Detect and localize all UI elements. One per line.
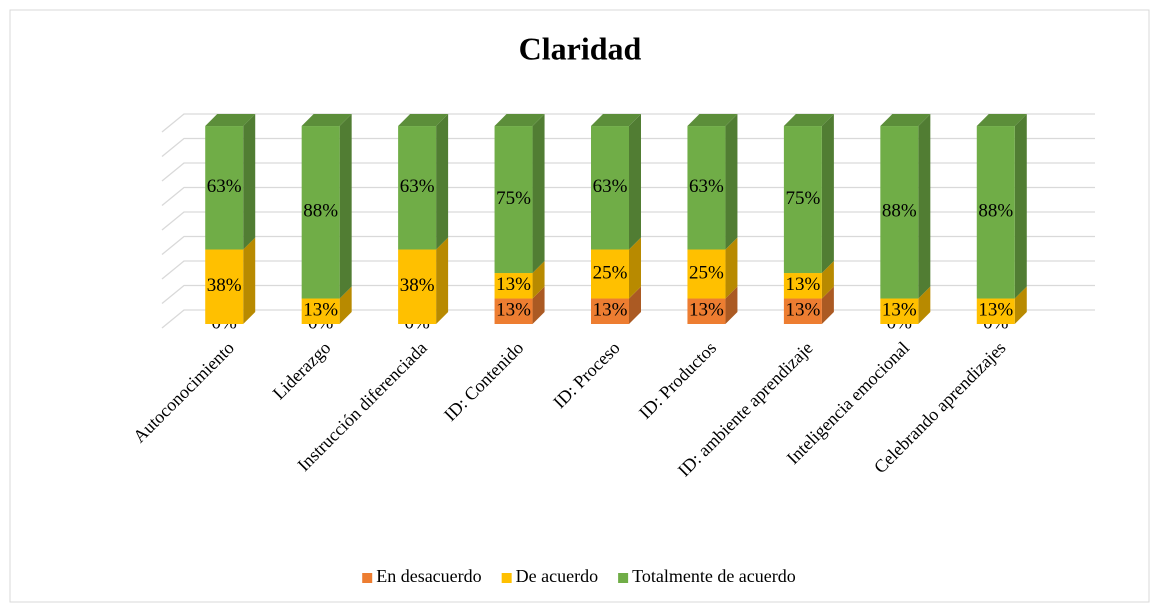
bar-top — [880, 114, 931, 127]
data-label: 13% — [785, 300, 820, 321]
bar — [783, 273, 822, 299]
data-label: 88% — [978, 201, 1013, 222]
bar-side — [918, 114, 931, 299]
data-label: 13% — [496, 274, 531, 295]
bar-side — [532, 261, 545, 299]
bar-side — [339, 114, 352, 299]
data-label: 63% — [689, 176, 724, 197]
bar — [880, 298, 919, 324]
bar-side — [629, 114, 641, 250]
bar-top — [591, 114, 641, 127]
bar-top — [783, 114, 834, 127]
bar-side — [1014, 286, 1027, 324]
data-label: 88% — [882, 201, 917, 222]
bar-side — [243, 114, 256, 250]
data-label: 13% — [593, 300, 628, 321]
data-label: 88% — [303, 201, 338, 222]
bar-top — [976, 114, 1027, 127]
bar-side — [436, 237, 449, 324]
chart-title: Claridad — [519, 30, 642, 66]
bar — [783, 298, 822, 324]
bar-top — [687, 114, 738, 127]
bar — [301, 126, 340, 299]
data-label: 63% — [593, 176, 628, 197]
bar — [976, 126, 1015, 299]
bar — [398, 249, 437, 324]
bar-side — [1014, 114, 1027, 299]
legend-label: En desacuerdo — [376, 566, 481, 586]
bar — [591, 249, 629, 299]
legend-label: De acuerdo — [516, 566, 598, 586]
bar — [494, 126, 533, 274]
data-label: 13% — [303, 300, 338, 321]
legend-label: Totalmente de acuerdo — [632, 566, 796, 586]
data-label: 13% — [882, 300, 917, 321]
legend-swatch — [362, 573, 373, 583]
data-label: 38% — [207, 275, 242, 296]
data-label: 25% — [689, 262, 724, 283]
bar-top — [205, 114, 256, 127]
bar — [783, 126, 822, 274]
data-label: 75% — [496, 188, 531, 209]
bar-side — [821, 261, 834, 299]
bar-side — [821, 286, 834, 324]
bar-side — [821, 114, 834, 274]
legend: En desacuerdo De acuerdo Totalmente de acu… — [362, 566, 796, 586]
bar — [494, 298, 533, 324]
data-label: 63% — [400, 176, 435, 197]
data-label: 63% — [207, 176, 242, 197]
legend-swatch — [618, 573, 629, 583]
data-label: 13% — [978, 300, 1013, 321]
bar-top — [301, 114, 352, 127]
data-label: 75% — [785, 188, 820, 209]
bar-top — [398, 114, 449, 127]
bar-side — [725, 286, 738, 324]
bar — [687, 298, 726, 324]
bar — [687, 126, 726, 250]
bar — [494, 273, 533, 299]
bar — [301, 298, 340, 324]
bar-side — [725, 114, 738, 250]
bar — [591, 126, 629, 250]
bar — [687, 249, 726, 299]
data-label: 25% — [593, 262, 628, 283]
bar-side — [436, 114, 449, 250]
bar-side — [532, 114, 545, 274]
bar-side — [725, 237, 738, 299]
bar-side — [243, 237, 256, 324]
bar — [591, 298, 629, 324]
bar-side — [629, 237, 641, 299]
bar — [205, 249, 244, 324]
bar-side — [629, 286, 641, 324]
bar-top — [494, 114, 545, 127]
bar-side — [918, 286, 931, 324]
bar-side — [339, 286, 352, 324]
legend-swatch — [501, 573, 512, 583]
bar — [398, 126, 437, 250]
data-label: 13% — [689, 300, 724, 321]
data-label: 38% — [400, 275, 435, 296]
bar — [205, 126, 244, 250]
bar — [880, 126, 919, 299]
data-label: 13% — [496, 300, 531, 321]
bar — [976, 298, 1015, 324]
chart-border — [9, 9, 1150, 603]
grid-line — [161, 113, 1095, 133]
data-label: 13% — [785, 274, 820, 295]
bar-side — [532, 286, 545, 324]
